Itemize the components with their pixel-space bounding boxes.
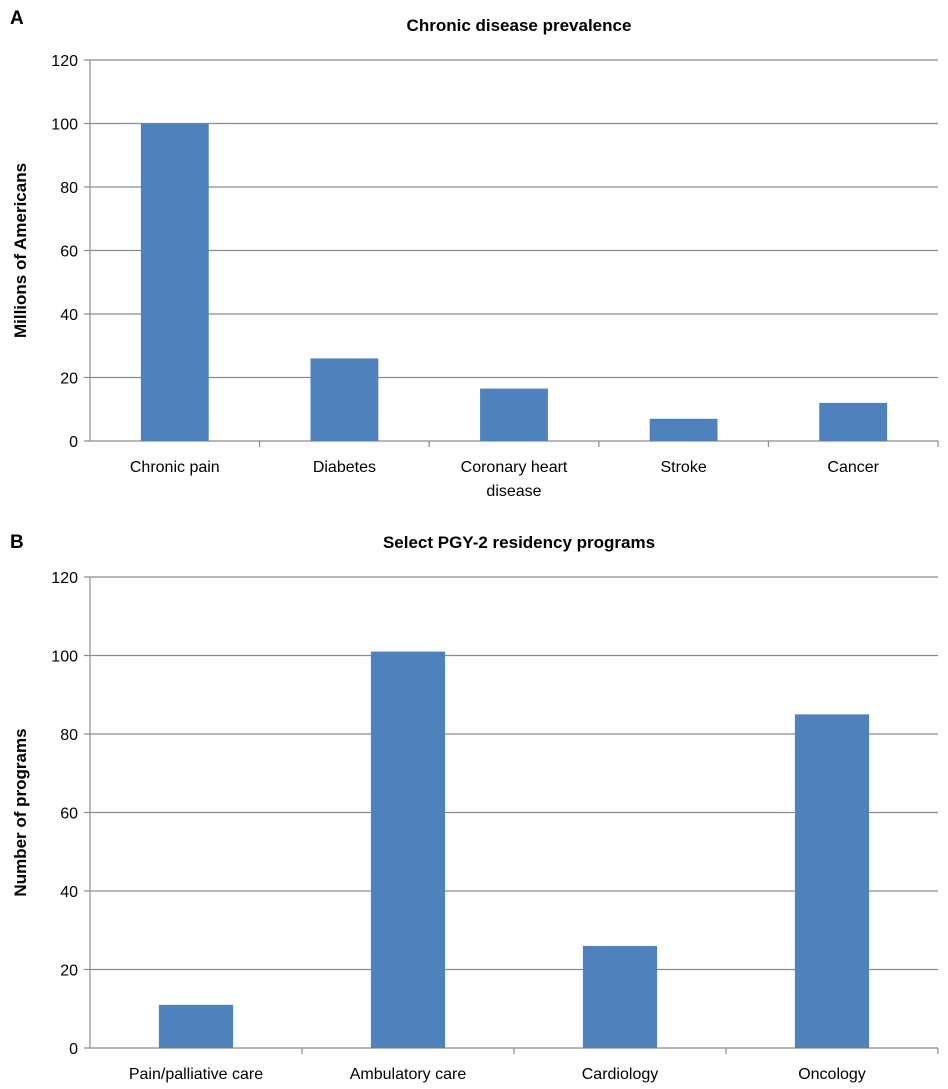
- chart-b-ytick-label: 60: [60, 806, 78, 823]
- chart-b-bar: [583, 946, 657, 1048]
- chart-b-bar: [371, 652, 445, 1048]
- chart-a-xtick-label: disease: [486, 483, 541, 500]
- chart-a-bar: [650, 419, 718, 441]
- chart-a-ytick-label: 60: [60, 244, 78, 261]
- chart-b-ytick-label: 0: [69, 1041, 78, 1058]
- chart-a-ytick-label: 20: [60, 371, 78, 388]
- chart-a-xtick-label: Stroke: [660, 459, 706, 476]
- chart-b-xtick-label: Cardiology: [582, 1066, 658, 1083]
- chart-a-ytick-label: 40: [60, 307, 78, 324]
- chart-a-bar: [141, 124, 209, 442]
- chart-a-ytick-label: 120: [51, 53, 78, 70]
- chart-b-ytick-label: 80: [60, 727, 78, 744]
- chart-b-xtick-label: Ambulatory care: [350, 1066, 467, 1083]
- chart-a-bar: [819, 403, 887, 441]
- chart-b-bar: [159, 1005, 233, 1048]
- chart-b-xtick-label: Oncology: [798, 1066, 866, 1083]
- chart-a-bar: [480, 389, 548, 441]
- chart-b-ytick-label: 20: [60, 963, 78, 980]
- chart-a-bar: [310, 358, 378, 441]
- chart-a-xtick-label: Coronary heart: [461, 459, 568, 476]
- chart-b-ylabel: Number of programs: [11, 728, 30, 896]
- chart-a-ylabel: Millions of Americans: [11, 163, 30, 338]
- chart-a-xtick-label: Cancer: [827, 459, 879, 476]
- chart-a-xtick-label: Chronic pain: [130, 459, 220, 476]
- chart-b-ytick-label: 40: [60, 884, 78, 901]
- chart-b-ytick-label: 120: [51, 570, 78, 587]
- chart-a-ytick-label: 100: [51, 117, 78, 134]
- chart-b-xtick-label: Pain/palliative care: [129, 1066, 263, 1083]
- chart-a-ytick-label: 0: [69, 434, 78, 451]
- chart-a-xtick-label: Diabetes: [313, 459, 376, 476]
- chart-a-ytick-label: 80: [60, 180, 78, 197]
- chart-b-bar: [795, 714, 869, 1048]
- chart-b-ytick-label: 100: [51, 649, 78, 666]
